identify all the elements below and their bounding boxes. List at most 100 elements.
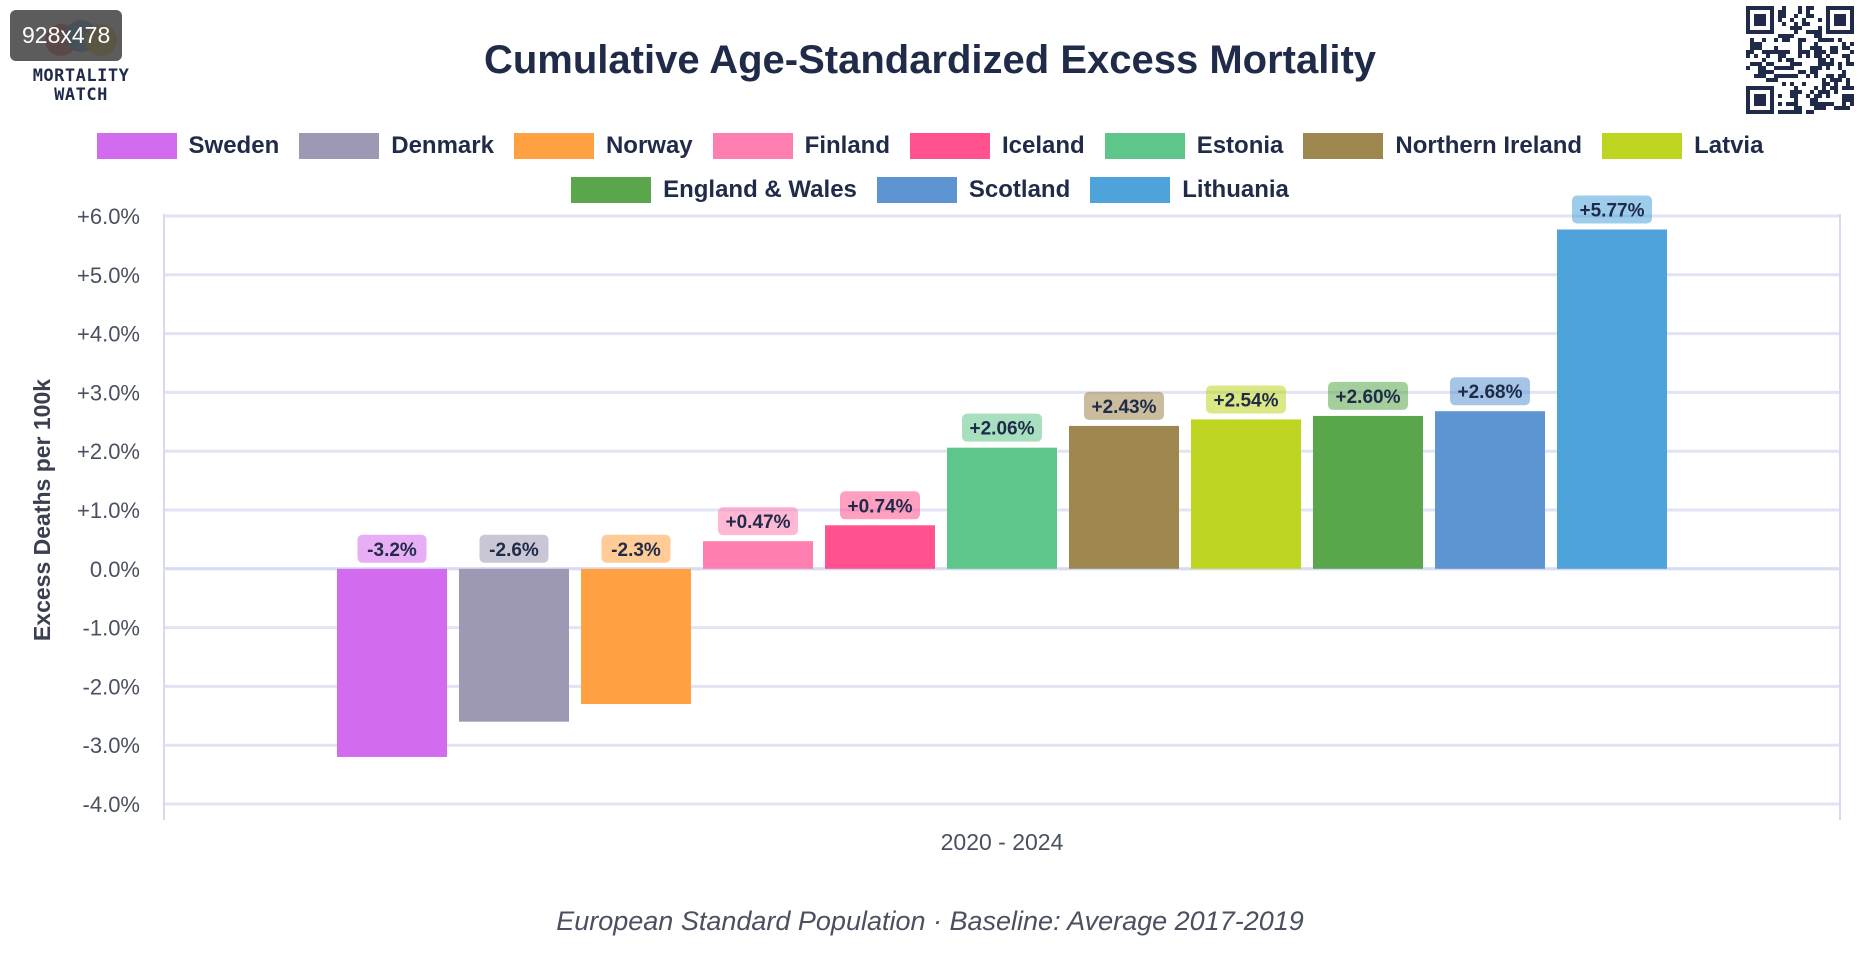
qr-module [1750,6,1754,10]
data-label-box [1572,195,1652,224]
qr-module [1778,34,1782,38]
qr-module [1842,6,1846,10]
qr-module [1850,14,1854,18]
qr-module [1754,14,1758,18]
qr-module [1794,74,1798,78]
bar[interactable] [581,568,691,705]
qr-module [1814,98,1818,102]
bar[interactable] [825,525,935,569]
qr-module [1830,58,1834,62]
qr-module [1842,54,1846,58]
qr-module [1798,54,1802,58]
qr-module [1842,30,1846,34]
qr-module [1814,30,1818,34]
y-tick-label: +4.0% [77,322,140,347]
legend-item[interactable]: Estonia [1104,132,1283,160]
qr-module [1758,110,1762,114]
qr-module [1778,54,1782,58]
bar[interactable] [947,447,1057,569]
qr-module [1842,42,1846,46]
legend-item[interactable]: England & Wales [571,176,857,204]
qr-module [1830,102,1834,106]
legend-swatch [1104,133,1185,159]
bar[interactable] [1313,415,1423,569]
legend-item[interactable]: Sweden [96,132,279,160]
qr-module [1846,46,1850,50]
data-label-box [1206,385,1286,414]
qr-module [1790,58,1794,62]
qr-module [1834,46,1838,50]
qr-module [1782,38,1786,42]
data-label: -3.2% [367,540,417,561]
qr-module [1782,66,1786,70]
qr-module [1754,30,1758,34]
legend-item[interactable]: Denmark [299,132,494,160]
bar[interactable] [1557,229,1667,569]
qr-module [1786,102,1790,106]
legend-item[interactable]: Lithuania [1090,176,1289,204]
qr-module [1746,94,1750,98]
qr-module [1746,86,1750,90]
legend-item[interactable]: Finland [712,132,890,160]
data-label-box [601,534,671,563]
qr-module [1822,50,1826,54]
qr-module [1826,102,1830,106]
qr-module [1786,74,1790,78]
qr-module [1830,74,1834,78]
bar[interactable] [703,541,813,569]
qr-module [1822,102,1826,106]
legend-item[interactable]: Northern Ireland [1303,132,1582,160]
qr-module [1770,110,1774,114]
qr-module [1794,90,1798,94]
bar[interactable] [1069,425,1179,569]
legend-label: Iceland [1001,132,1085,159]
qr-module [1838,78,1842,82]
qr-module [1834,14,1838,18]
qr-module [1770,94,1774,98]
qr-module [1758,18,1762,22]
legend-item[interactable]: Latvia [1602,132,1763,160]
qr-module [1802,38,1806,42]
bar[interactable] [337,568,447,757]
qr-module [1790,90,1794,94]
qr-module [1746,98,1750,102]
qr-code-icon[interactable] [1746,6,1854,114]
qr-module [1766,6,1770,10]
qr-module [1798,110,1802,114]
qr-module [1766,62,1770,66]
bar[interactable] [459,568,569,722]
qr-module [1822,62,1826,66]
qr-module [1746,6,1750,10]
qr-module [1746,14,1750,18]
qr-module [1842,102,1846,106]
qr-module [1754,86,1758,90]
qr-module [1842,18,1846,22]
qr-module [1818,30,1822,34]
qr-module [1814,46,1818,50]
qr-module [1838,22,1842,26]
qr-module [1790,18,1794,22]
data-label: +2.43% [1092,397,1157,418]
qr-module [1798,106,1802,110]
qr-module [1754,98,1758,102]
qr-module [1750,42,1754,46]
qr-module [1754,22,1758,26]
legend-label: Finland [804,132,890,159]
legend-item[interactable]: Scotland [876,176,1070,204]
qr-module [1818,50,1822,54]
qr-module [1794,98,1798,102]
bar[interactable] [1435,411,1545,569]
qr-module [1754,54,1758,58]
legend-item[interactable]: Norway [513,132,693,160]
bar[interactable] [1191,419,1301,569]
qr-module [1782,34,1786,38]
qr-module [1830,30,1834,34]
qr-module [1814,94,1818,98]
qr-module [1834,106,1838,110]
legend-item[interactable]: Iceland [909,132,1085,160]
qr-module [1758,86,1762,90]
legend-swatch [96,133,177,159]
qr-module [1850,30,1854,34]
qr-module [1850,18,1854,22]
qr-module [1798,70,1802,74]
